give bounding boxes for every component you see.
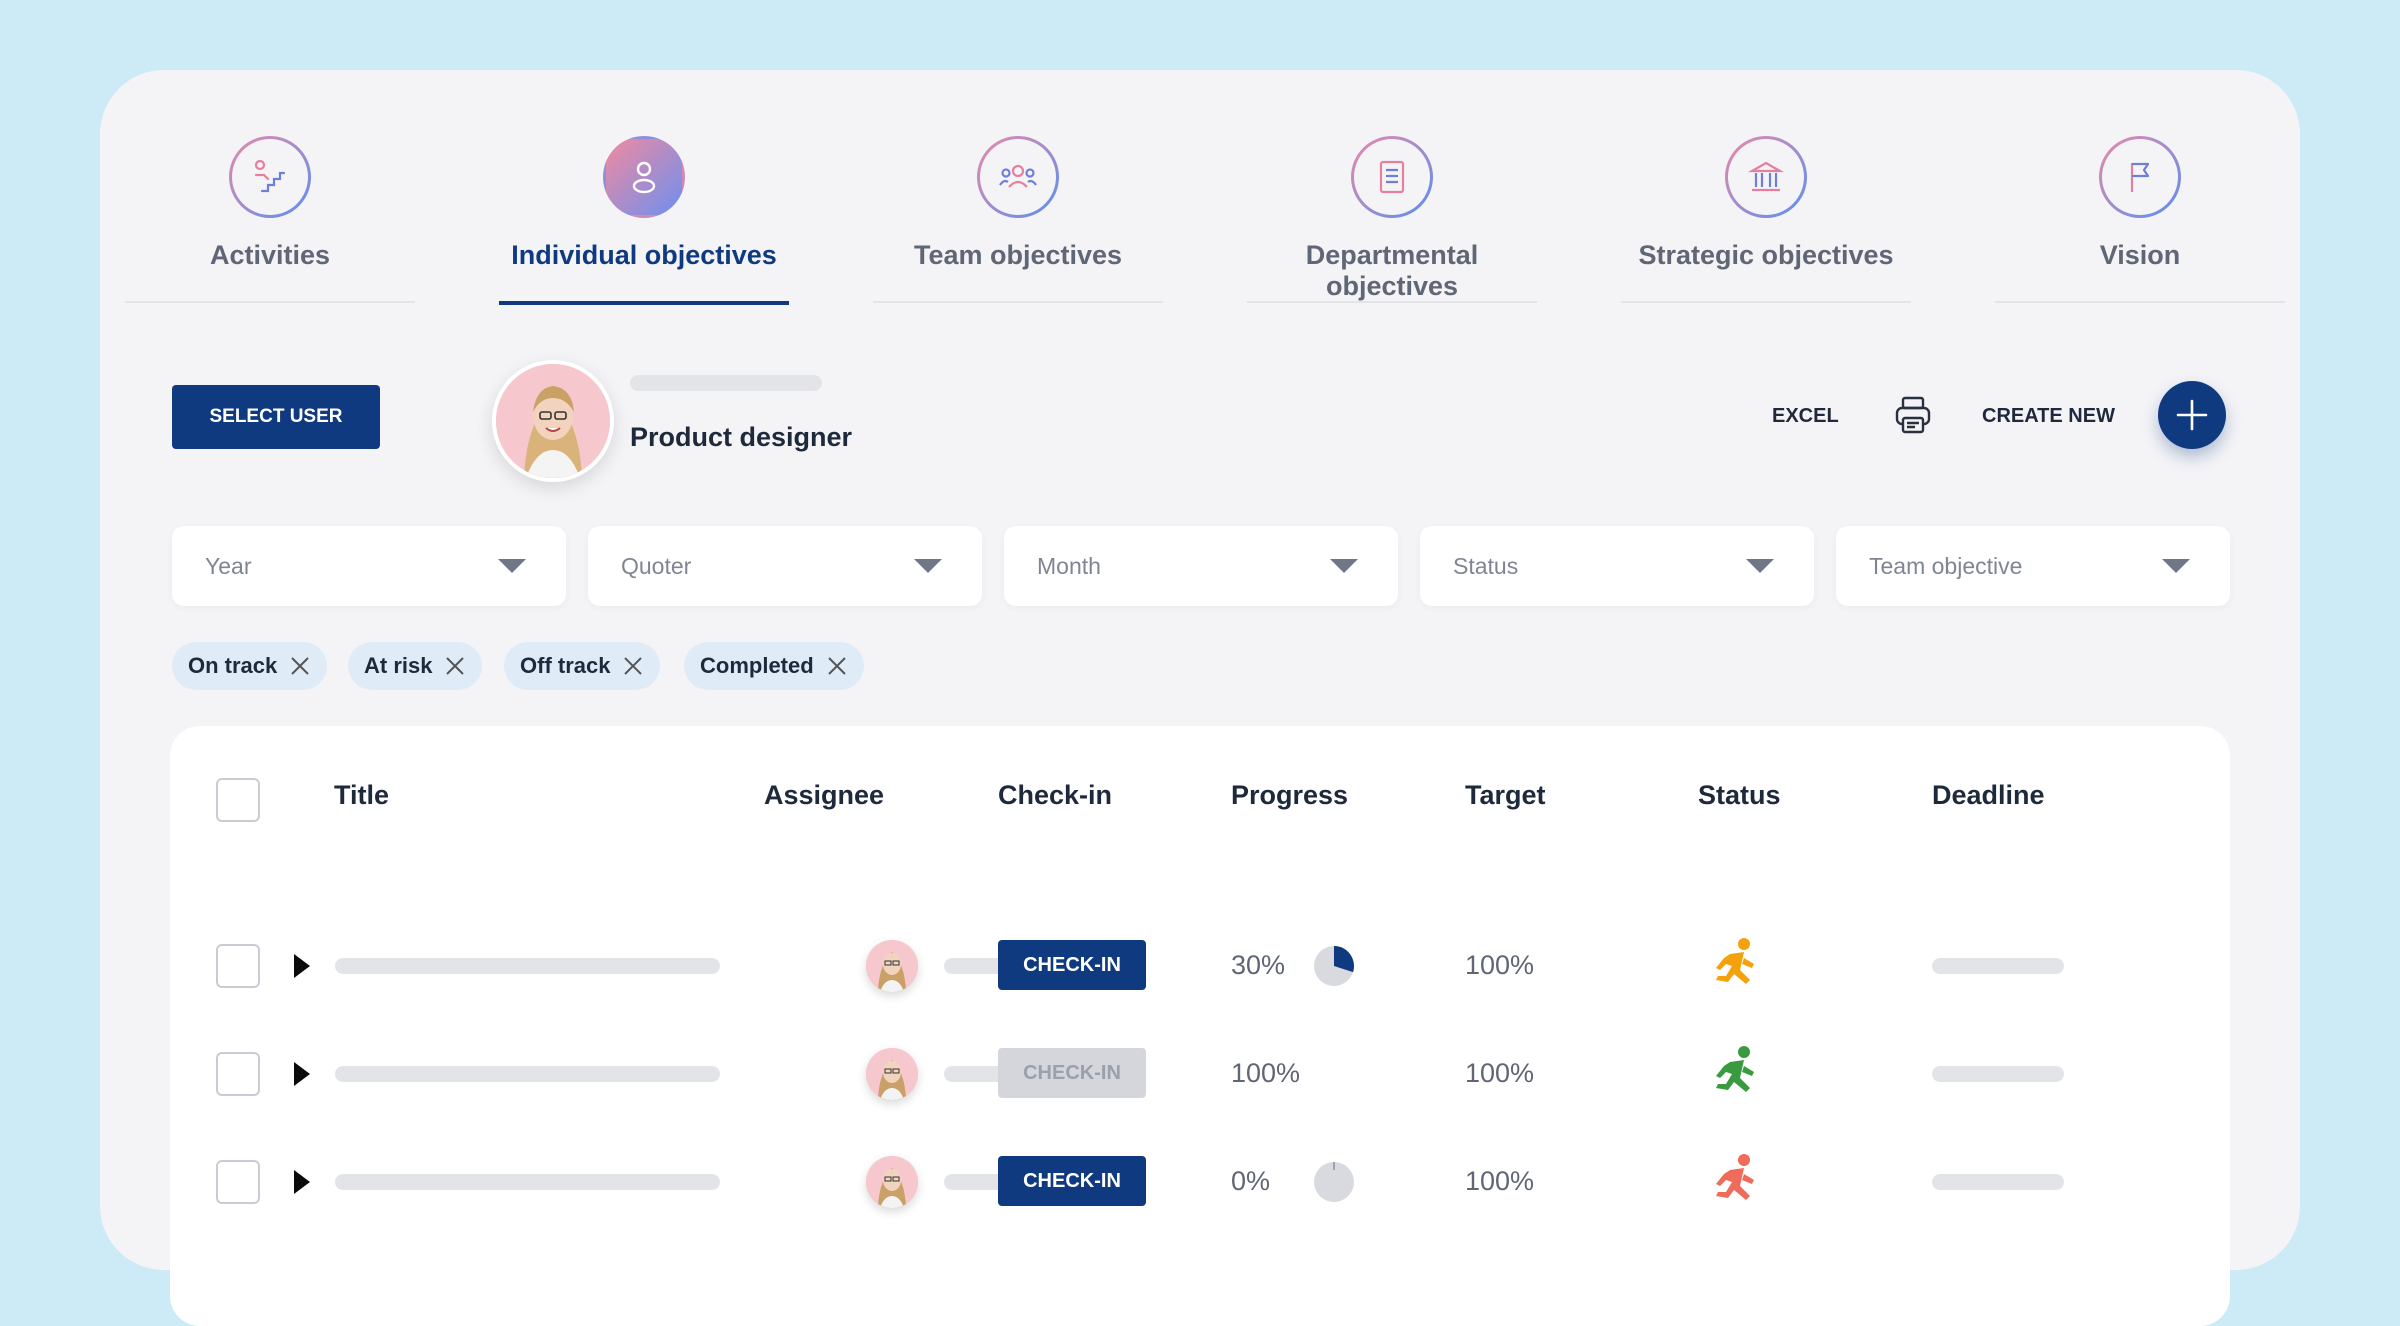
status-select[interactable]: Status	[1420, 526, 1814, 606]
expand-row-icon[interactable]	[294, 954, 310, 978]
target-value: 100%	[1465, 950, 1535, 980]
tab-label: Departmental objectives	[1305, 240, 1479, 301]
expand-row-icon[interactable]	[294, 1062, 310, 1086]
chevron-down-icon	[1330, 559, 1358, 573]
deadline-placeholder	[1932, 958, 2064, 974]
deadline-placeholder	[1932, 1174, 2064, 1190]
person-icon	[603, 136, 685, 218]
month-select[interactable]: Month	[1004, 526, 1398, 606]
target-value: 100%	[1465, 1058, 1535, 1088]
tab-label: Team objectives	[913, 240, 1123, 270]
check-in-button[interactable]: CHECK-IN	[998, 940, 1146, 990]
activities-stairs-icon	[229, 136, 311, 218]
chip-label: On track	[188, 653, 278, 678]
running-person-icon	[1716, 938, 1754, 984]
create-new-button[interactable]: CREATE NEW	[1982, 405, 2115, 427]
title-placeholder	[335, 1174, 720, 1190]
user-name-placeholder	[630, 375, 822, 391]
assignee-avatar	[866, 1048, 918, 1100]
flag-icon	[2099, 136, 2181, 218]
tab-label: Vision	[2099, 240, 2181, 270]
running-person-icon	[1716, 1046, 1754, 1092]
add-button[interactable]	[2158, 381, 2226, 449]
column-header-status: Status	[1698, 780, 1781, 810]
quoter-select[interactable]: Quoter	[588, 526, 982, 606]
team-objective-select[interactable]: Team objective	[1836, 526, 2230, 606]
tab-individual-objectives[interactable]: Individual objectives	[499, 130, 789, 305]
column-header-progress: Progress	[1231, 780, 1349, 810]
assignee-avatar	[866, 940, 918, 992]
select-placeholder: Year	[205, 553, 252, 579]
column-header-deadline: Deadline	[1932, 780, 2045, 810]
column-header-target: Target	[1465, 780, 1546, 810]
title-placeholder	[335, 958, 720, 974]
filter-chip-completed: Completed	[684, 642, 864, 690]
assignee-avatar	[866, 1156, 918, 1208]
close-icon[interactable]	[444, 655, 466, 677]
select-placeholder: Status	[1453, 553, 1519, 579]
chip-label: Completed	[700, 653, 814, 678]
filter-chip-off-track: Off track	[504, 642, 661, 690]
user-role: Product designer	[630, 422, 853, 452]
filter-chip-on-track: On track	[172, 642, 328, 690]
select-placeholder: Quoter	[621, 553, 692, 579]
tab-label: Activities	[209, 240, 331, 270]
objectives-table: Title Assignee Check-in Progress Target …	[170, 726, 2230, 1326]
tab-label: Strategic objectives	[1638, 240, 1894, 270]
user-avatar	[492, 360, 614, 482]
document-icon	[1351, 136, 1433, 218]
main-card: Activities Individual objectives Team ob…	[100, 70, 2300, 1326]
chevron-down-icon	[2162, 559, 2190, 573]
deadline-placeholder	[1932, 1066, 2064, 1082]
running-person-icon	[1716, 1154, 1754, 1200]
close-icon[interactable]	[826, 655, 848, 677]
chip-label: Off track	[520, 653, 611, 678]
select-all-checkbox[interactable]	[216, 778, 260, 822]
printer-icon[interactable]	[1890, 392, 1936, 438]
tab-departmental-objectives[interactable]: Departmental objectives	[1247, 130, 1537, 303]
column-header-assignee: Assignee	[764, 780, 885, 810]
chevron-down-icon	[1746, 559, 1774, 573]
team-icon	[977, 136, 1059, 218]
progress-pie-icon	[1314, 946, 1354, 986]
progress-value: 100%	[1231, 1058, 1301, 1088]
close-icon[interactable]	[622, 655, 644, 677]
select-user-button[interactable]: SELECT USER	[172, 385, 380, 449]
row-checkbox[interactable]	[216, 944, 260, 988]
row-checkbox[interactable]	[216, 1160, 260, 1204]
column-header-check-in: Check-in	[998, 780, 1113, 810]
tab-team-objectives[interactable]: Team objectives	[873, 130, 1163, 303]
bank-building-icon	[1725, 136, 1807, 218]
row-checkbox[interactable]	[216, 1052, 260, 1096]
progress-value: 0%	[1231, 1166, 1271, 1196]
excel-export-button[interactable]: EXCEL	[1772, 405, 1839, 427]
check-in-button[interactable]: CHECK-IN	[998, 1048, 1146, 1098]
filter-chip-at-risk: At risk	[348, 642, 483, 690]
expand-row-icon[interactable]	[294, 1170, 310, 1194]
target-value: 100%	[1465, 1166, 1535, 1196]
chip-label: At risk	[364, 653, 433, 678]
column-header-title: Title	[334, 780, 390, 810]
tab-vision[interactable]: Vision	[1995, 130, 2285, 303]
tab-strategic-objectives[interactable]: Strategic objectives	[1621, 130, 1911, 303]
plus-icon	[2176, 399, 2208, 431]
title-placeholder	[335, 1066, 720, 1082]
select-placeholder: Team objective	[1869, 553, 2023, 579]
tab-activities[interactable]: Activities	[125, 130, 415, 303]
tab-label: Individual objectives	[511, 240, 777, 270]
check-in-button[interactable]: CHECK-IN	[998, 1156, 1146, 1206]
select-placeholder: Month	[1037, 553, 1101, 579]
year-select[interactable]: Year	[172, 526, 566, 606]
chevron-down-icon	[914, 559, 942, 573]
close-icon[interactable]	[289, 655, 311, 677]
chevron-down-icon	[498, 559, 526, 573]
progress-pie-icon	[1314, 1162, 1354, 1202]
progress-value: 30%	[1231, 950, 1286, 980]
